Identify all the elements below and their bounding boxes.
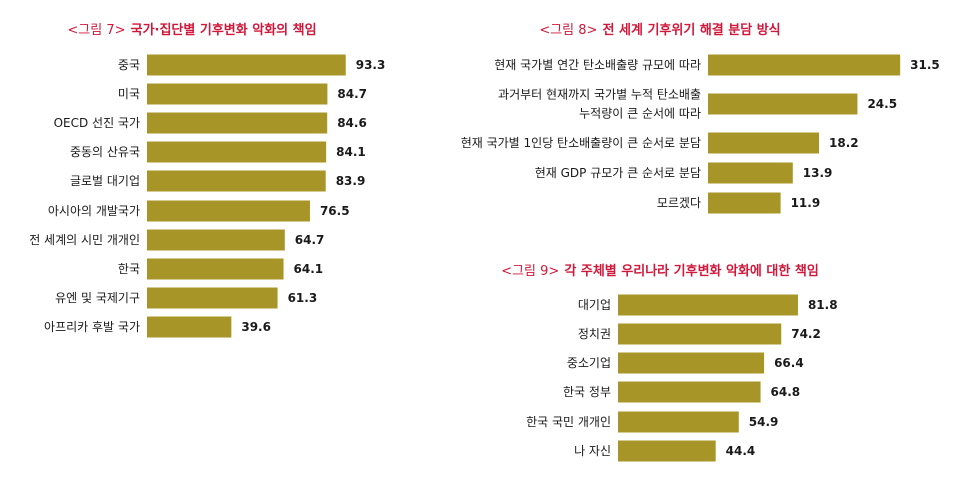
category-label: 현재 GDP 규모가 큰 순서로 분담 bbox=[535, 166, 701, 180]
bar bbox=[147, 229, 285, 251]
category-label: 중국 bbox=[118, 58, 140, 72]
bar bbox=[708, 132, 820, 154]
bar bbox=[147, 287, 278, 309]
bar bbox=[708, 93, 858, 115]
bar bbox=[708, 54, 901, 76]
value-label: 13.9 bbox=[803, 166, 833, 180]
category-label: 모르겠다 bbox=[657, 196, 701, 210]
chart-title-text: 전 세계 기후위기 해결 분담 방식 bbox=[603, 22, 781, 38]
value-label: 93.3 bbox=[356, 58, 386, 72]
chart-title-prefix: <그림 9> bbox=[501, 264, 559, 279]
value-label: 66.4 bbox=[774, 356, 804, 370]
chart-title: <그림 9> 각 주체별 우리나라 기후변화 악화에 대한 책임 bbox=[501, 260, 819, 279]
value-label: 84.1 bbox=[336, 145, 366, 159]
chart-title-prefix: <그림 8> bbox=[539, 23, 597, 38]
value-label: 83.9 bbox=[336, 174, 366, 188]
bar bbox=[147, 141, 327, 163]
bar bbox=[708, 192, 781, 214]
category-label: 중소기업 bbox=[567, 356, 611, 370]
value-label: 18.2 bbox=[829, 136, 859, 150]
category-label: 한국 국민 개개인 bbox=[526, 415, 611, 429]
category-label: 과거부터 현재까지 국가별 누적 탄소배출 bbox=[498, 88, 701, 102]
bar bbox=[147, 316, 232, 338]
category-label: OECD 선진 국가 bbox=[54, 116, 140, 130]
bar bbox=[618, 381, 761, 403]
value-label: 64.1 bbox=[294, 262, 324, 276]
bar bbox=[147, 54, 346, 76]
category-label: 한국 정부 bbox=[563, 385, 611, 399]
bar bbox=[618, 323, 782, 345]
bar bbox=[618, 294, 798, 316]
category-label: 현재 국가별 1인당 탄소배출량이 큰 순서로 분담 bbox=[461, 136, 701, 150]
value-label: 11.9 bbox=[791, 196, 821, 210]
value-label: 84.6 bbox=[337, 116, 367, 130]
chart-title-text: 각 주체별 우리나라 기후변화 악화에 대한 책임 bbox=[564, 263, 818, 279]
category-label: 글로벌 대기업 bbox=[70, 174, 140, 188]
category-label: 아시아의 개발국가 bbox=[48, 204, 140, 218]
category-label: 중동의 산유국 bbox=[70, 145, 140, 159]
category-label: 미국 bbox=[118, 87, 140, 101]
value-label: 74.2 bbox=[791, 327, 821, 341]
value-label: 54.9 bbox=[749, 415, 779, 429]
bar bbox=[147, 200, 310, 222]
category-label: 아프리카 후발 국가 bbox=[44, 320, 140, 334]
chart-title: <그림 8> 전 세계 기후위기 해결 분담 방식 bbox=[539, 19, 780, 38]
category-label: 나 자신 bbox=[574, 444, 611, 458]
bar bbox=[618, 440, 716, 462]
value-label: 76.5 bbox=[320, 204, 350, 218]
value-label: 31.5 bbox=[910, 58, 940, 72]
category-label: 대기업 bbox=[578, 298, 611, 312]
chart-title-text: 국가·집단별 기후변화 악화의 책임 bbox=[131, 22, 317, 38]
category-label: 누적량이 큰 순서에 따라 bbox=[579, 107, 701, 121]
bar bbox=[147, 112, 328, 134]
value-label: 61.3 bbox=[288, 291, 318, 305]
bar bbox=[147, 258, 284, 280]
value-label: 81.8 bbox=[808, 298, 838, 312]
category-label: 정치권 bbox=[578, 327, 611, 341]
value-label: 39.6 bbox=[241, 320, 271, 334]
value-label: 84.7 bbox=[337, 87, 367, 101]
category-label: 한국 bbox=[118, 262, 140, 276]
bar bbox=[708, 162, 793, 184]
category-label: 전 세계의 시민 개개인 bbox=[29, 233, 140, 247]
value-label: 64.8 bbox=[771, 385, 801, 399]
bar bbox=[618, 411, 739, 433]
value-label: 64.7 bbox=[295, 233, 325, 247]
bar bbox=[147, 83, 328, 105]
category-label: 유엔 및 국제기구 bbox=[55, 291, 140, 305]
bar bbox=[618, 352, 765, 374]
chart-title: <그림 7> 국가·집단별 기후변화 악화의 책임 bbox=[67, 19, 316, 38]
value-label: 24.5 bbox=[867, 97, 897, 111]
category-label: 현재 국가별 연간 탄소배출량 규모에 따라 bbox=[494, 58, 701, 72]
chart-title-prefix: <그림 7> bbox=[67, 23, 125, 38]
bar bbox=[147, 170, 326, 192]
value-label: 44.4 bbox=[726, 444, 756, 458]
